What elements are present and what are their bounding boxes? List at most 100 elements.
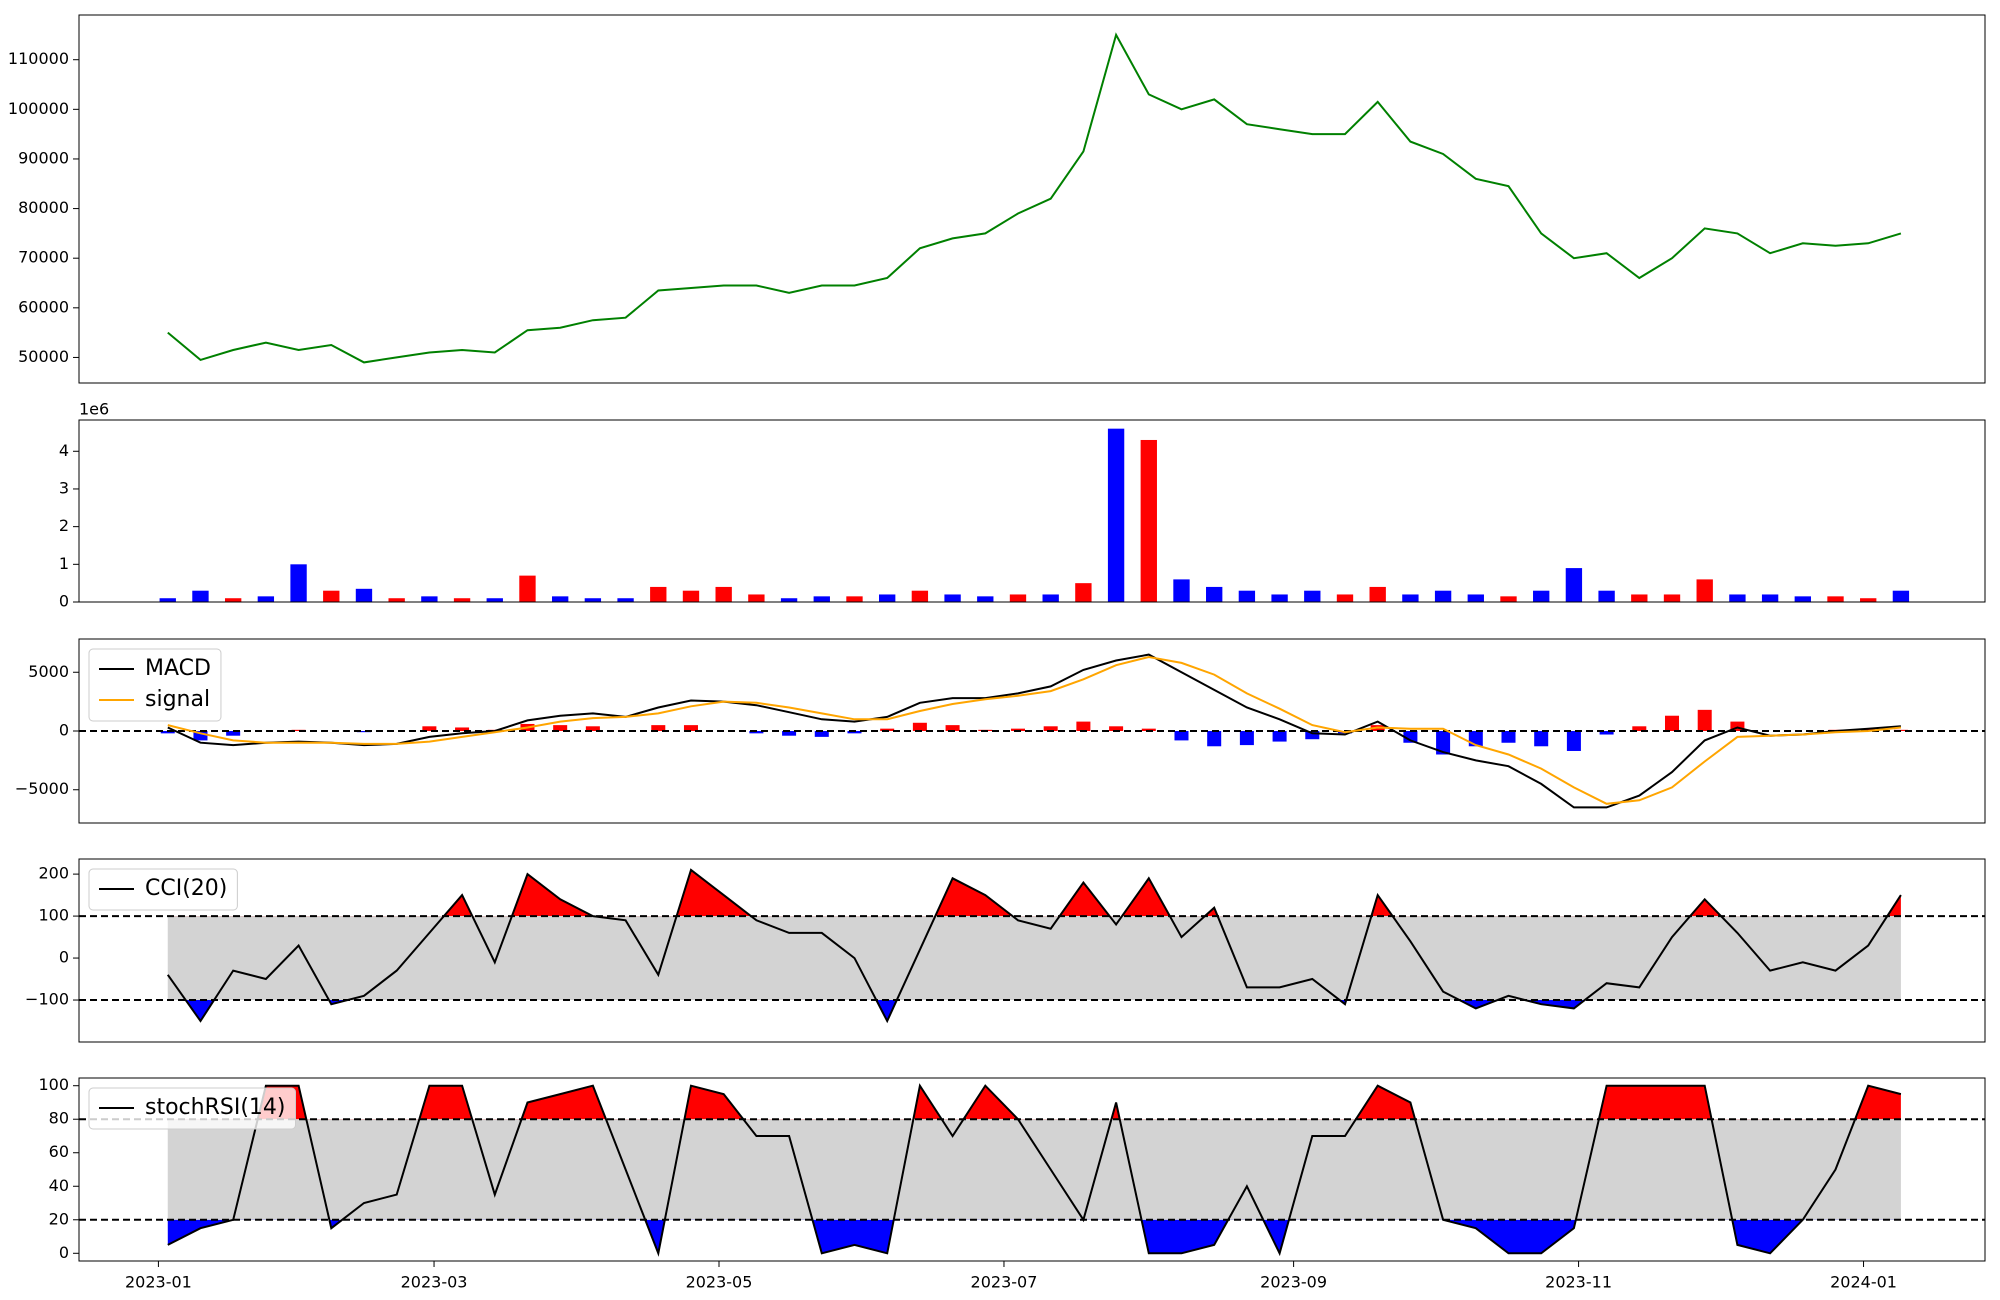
histogram-bar: [1861, 728, 1876, 731]
volume-bar: [388, 598, 405, 602]
volume-bar: [1892, 590, 1910, 602]
volume-bar: [1467, 594, 1484, 602]
volume-bar: [224, 598, 242, 602]
indicator-line: [167, 655, 1902, 805]
volume-bar: [1631, 594, 1648, 602]
y-tick-label: −100: [25, 990, 69, 1009]
volume-bar: [1042, 594, 1059, 602]
histogram-bar: [1599, 731, 1614, 735]
y-tick-label: 0: [59, 721, 69, 740]
volume-bar: [1173, 579, 1190, 602]
legend-label: CCI(20): [145, 876, 227, 901]
volume-bar: [1402, 594, 1419, 602]
y-tick-label: 90000: [18, 148, 69, 167]
y-tick-label: 1: [59, 554, 69, 573]
volume-bar: [617, 598, 634, 602]
band: [167, 916, 1901, 1001]
volume-bar: [813, 596, 830, 602]
legend-box: [88, 868, 238, 911]
x-tick-label: 2023-03: [401, 1273, 468, 1292]
histogram-bar: [455, 727, 470, 731]
axes-frame: [78, 858, 1986, 1043]
histogram-bar: [1207, 731, 1222, 747]
volume-bar: [1696, 579, 1713, 602]
legend-label: MACD: [145, 656, 211, 681]
volume-bar: [780, 598, 798, 602]
volume-bar: [421, 596, 438, 602]
y-tick-label: 70000: [18, 248, 69, 267]
legend: MACD signal: [88, 648, 222, 722]
legend-label: stochRSI(14): [145, 1095, 286, 1120]
histogram-bar: [1043, 726, 1058, 731]
volume-bar: [551, 596, 569, 602]
histogram-bar: [226, 731, 241, 736]
histogram-bar: [356, 731, 371, 733]
histogram-bar: [1436, 731, 1451, 755]
histogram-bar: [1403, 731, 1418, 743]
volume-bar: [650, 586, 667, 602]
legend-box: [88, 648, 222, 722]
histogram-bar: [945, 725, 960, 731]
histogram-bar: [585, 726, 600, 731]
histogram-bar: [1501, 731, 1516, 743]
volume-bar: [584, 598, 602, 602]
volume-bar: [1565, 568, 1583, 602]
volume-bar: [1827, 596, 1844, 602]
y-tick-label: 60000: [18, 297, 69, 316]
volume-bar: [519, 575, 536, 602]
y-tick-label: 0: [59, 948, 69, 967]
y-tick-label: 60: [49, 1142, 69, 1161]
histogram-bar: [1141, 728, 1156, 731]
axes-frame: [78, 1077, 1986, 1262]
indicator-line: [167, 653, 1901, 809]
y-tick-label: 110000: [8, 49, 69, 68]
histogram-bar: [1076, 721, 1091, 731]
histogram-bar: [1730, 721, 1745, 731]
volume-bar: [1369, 586, 1386, 602]
histogram-bar: [847, 731, 862, 734]
histogram-bar: [1697, 709, 1712, 731]
volume-bar: [846, 596, 863, 602]
y-tick-label: 0: [59, 592, 69, 611]
volume-bar: [1860, 598, 1877, 602]
x-tick-label: 2023-05: [686, 1273, 753, 1292]
volume-bar: [1434, 590, 1452, 602]
y-tick-label: 40: [49, 1176, 69, 1195]
x-tick-label: 2024-01: [1830, 1273, 1897, 1292]
histogram-bar: [1174, 731, 1189, 741]
offset-label: 1e6: [79, 400, 109, 419]
volume-bar: [257, 596, 275, 602]
indicator-line: [166, 868, 1902, 1024]
y-tick-label: 80000: [18, 198, 69, 217]
volume-bar: [748, 594, 765, 602]
volume-bar: [1075, 583, 1092, 602]
axes-frame: [78, 14, 1986, 384]
panel: −100 0 100 200 CCI(20): [25, 858, 1986, 1043]
volume-bar: [1794, 596, 1811, 602]
x-tick-label: 2023-11: [1545, 1273, 1612, 1292]
panel: 0 20 40 60 80 100 2023-01 2023-03 2023-05 2023-07…: [38, 1075, 1986, 1292]
legend-box: [88, 1087, 296, 1130]
panel: −5000 0 5000 MACD signal: [15, 638, 1986, 824]
histogram-bar: [651, 725, 666, 731]
histogram-bar: [749, 731, 764, 734]
volume-bar: [453, 598, 471, 602]
legend-label: signal: [145, 687, 210, 712]
volume-bar: [1238, 590, 1256, 602]
histogram-bar: [814, 731, 829, 737]
price-line: [167, 32, 1902, 364]
upper-fill: [257, 1085, 1901, 1120]
y-tick-label: 100: [38, 1075, 69, 1094]
histogram-bar: [1109, 726, 1124, 731]
histogram-bar: [1010, 728, 1025, 731]
volume-bar: [1663, 594, 1681, 602]
volume-bar: [715, 586, 732, 602]
indicator-line: [167, 1083, 1902, 1257]
x-tick-label: 2023-01: [125, 1273, 192, 1292]
volume-bar: [944, 594, 961, 602]
histogram-bar: [193, 731, 208, 741]
volume-bar: [1500, 596, 1517, 602]
y-tick-label: 20: [49, 1209, 69, 1228]
volume-bar: [192, 590, 209, 602]
band: [167, 1119, 1901, 1220]
